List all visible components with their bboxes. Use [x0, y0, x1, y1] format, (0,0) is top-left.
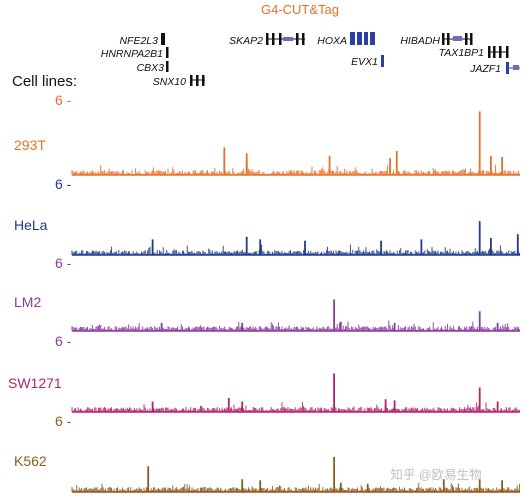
watermark: 知乎 @欧易生物	[390, 468, 481, 482]
track-background-signal	[71, 482, 521, 492]
track-label-sw1271: SW1271	[8, 375, 62, 391]
track-background-signal	[71, 164, 521, 175]
gene-label-skap2: SKAP2	[229, 35, 263, 47]
gene-glyph-evx1	[381, 55, 384, 67]
gene-label-jazf1: JAZF1	[469, 63, 501, 75]
gene-glyph-cbx3	[166, 61, 169, 72]
track-label-k562: K562	[14, 453, 47, 469]
scale-label-sw1271: 6 -	[55, 333, 72, 349]
scale-label-k562: 6 -	[55, 413, 72, 429]
gene-glyph-snx10	[190, 75, 205, 86]
gene-glyph-tax1bp1	[488, 46, 509, 58]
gene-glyph-jazf1	[506, 62, 520, 74]
signal-track-293t	[71, 111, 521, 176]
scale-label-lm2: 6 -	[55, 255, 72, 271]
track-background-signal	[71, 402, 521, 412]
gene-glyph-skap2	[266, 33, 305, 45]
gene-label-nfe2l3: NFE2L3	[119, 35, 158, 47]
gene-label-cbx3: CBX3	[137, 62, 165, 74]
scale-label-293t: 6 -	[55, 92, 72, 108]
track-background-signal	[71, 244, 521, 255]
gene-glyph-hibadh	[442, 33, 473, 45]
track-background-signal	[71, 320, 521, 331]
signal-track-lm2	[71, 299, 521, 332]
gene-label-tax1bp1: TAX1BP1	[439, 47, 484, 59]
track-label-293t: 293T	[14, 137, 46, 153]
track-label-hela: HeLa	[14, 217, 48, 233]
cell-lines-header: Cell lines:	[12, 73, 77, 90]
gene-label-hnrnpa2b1: HNRNPA2B1	[101, 48, 163, 60]
gene-label-evx1: EVX1	[351, 56, 378, 68]
scale-label-hela: 6 -	[55, 176, 72, 192]
gene-label-snx10: SNX10	[153, 76, 186, 88]
gene-glyph-hnrnpa2b1	[166, 47, 169, 58]
gene-label-hoxa: HOXA	[317, 35, 347, 47]
signal-track-hela	[71, 221, 521, 256]
gene-glyph-nfe2l3	[161, 33, 165, 45]
gene-label-hibadh: HIBADH	[400, 35, 440, 47]
chart-title: G4-CUT&Tag	[261, 2, 339, 17]
gene-annotation-track: NFE2L3 HNRNPA2B1 CBX3 SNX10 SKAP2 HOXA E…	[101, 32, 520, 88]
track-label-lm2: LM2	[14, 294, 41, 310]
signal-track-k562	[71, 457, 521, 493]
gene-glyph-hoxa	[350, 32, 375, 45]
signal-track-sw1271	[71, 373, 521, 413]
